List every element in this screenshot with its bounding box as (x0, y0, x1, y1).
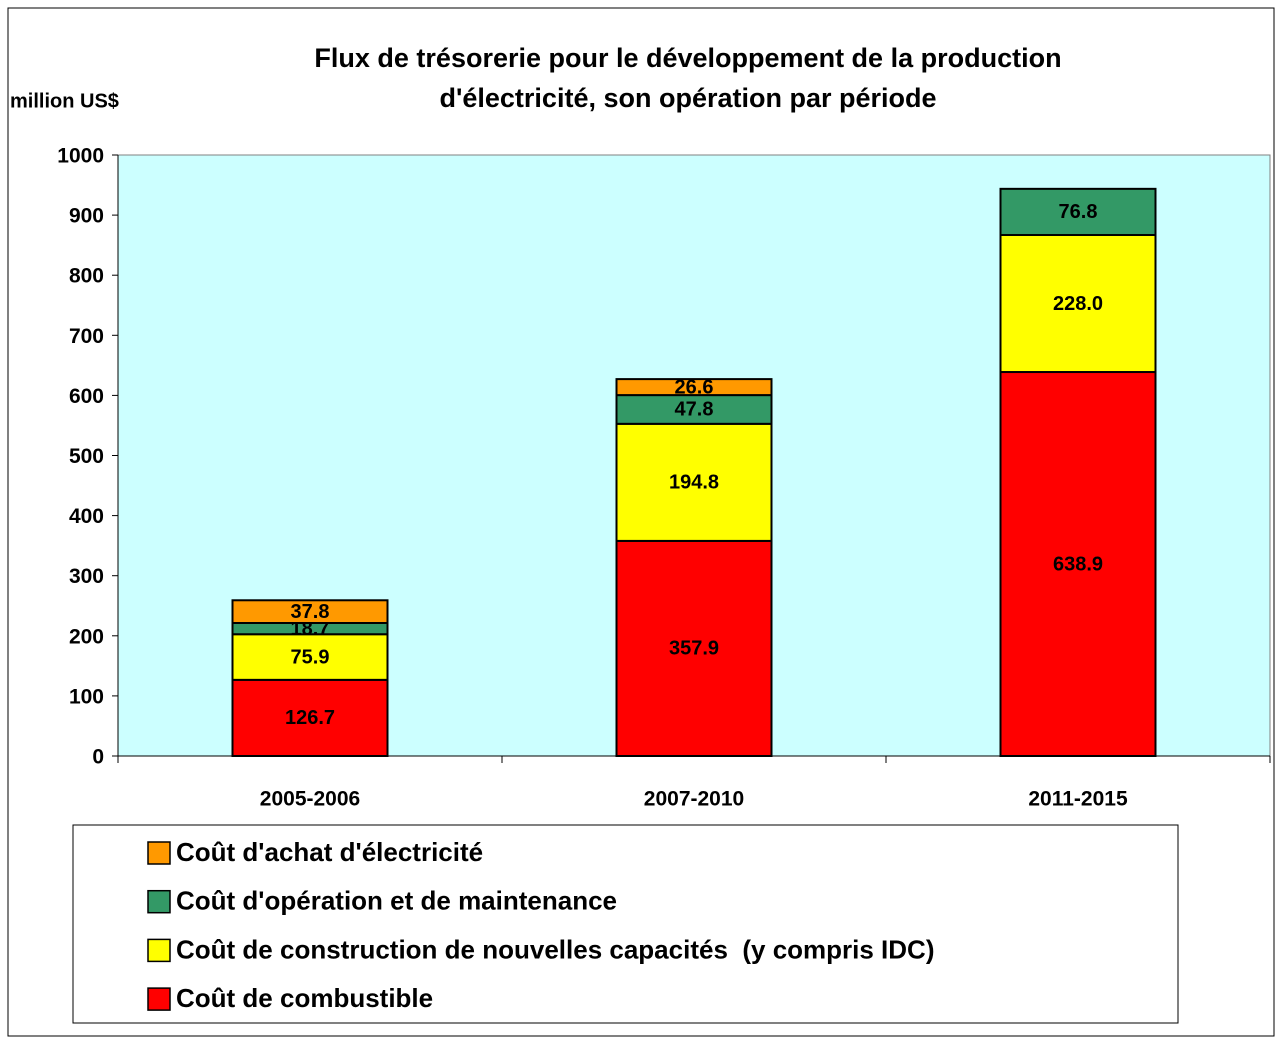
y-tick-label: 200 (69, 625, 104, 648)
bar-segment (231, 599, 389, 624)
y-tick-label: 600 (69, 385, 104, 408)
data-label: 75.9 (291, 646, 330, 668)
bar-segment (999, 187, 1157, 236)
legend-label: Coût de combustible (176, 983, 433, 1013)
x-tick-label: 2007-2010 (644, 788, 744, 811)
y-tick-label: 800 (69, 265, 104, 288)
chart-title: d'électricité, son opération par période (439, 83, 936, 113)
legend-label: Coût de construction de nouvelles capaci… (176, 934, 935, 964)
legend-label: Coût d'opération et de maintenance (176, 886, 617, 916)
data-label: 47.8 (675, 399, 714, 421)
bar-segment (999, 233, 1157, 374)
data-label: 76.8 (1059, 201, 1098, 223)
bar-segment (999, 371, 1157, 757)
data-label: 357.9 (669, 638, 719, 660)
legend-label: Coût d'achat d'électricité (176, 837, 483, 867)
bar-segment (615, 422, 773, 542)
bar-segment (231, 678, 389, 757)
data-label: 228.0 (1053, 293, 1103, 315)
data-label: 194.8 (669, 472, 719, 494)
y-tick-label: 1000 (57, 145, 104, 168)
legend-swatch (147, 841, 171, 865)
data-label: 126.7 (285, 707, 335, 729)
y-tick-label: 500 (69, 445, 104, 468)
y-tick-label: 0 (92, 746, 104, 769)
x-tick-label: 2011-2015 (1028, 788, 1128, 811)
data-label: 638.9 (1053, 553, 1103, 575)
y-tick-label: 700 (69, 325, 104, 348)
y-tick-label: 900 (69, 205, 104, 228)
x-tick-label: 2005-2006 (260, 788, 360, 811)
legend (72, 824, 1179, 1024)
chart-title: Flux de trésorerie pour le développement… (314, 43, 1061, 73)
bar-segment (231, 633, 389, 681)
legend-swatch (147, 987, 171, 1011)
bar-segment (615, 378, 773, 397)
legend-swatch (147, 938, 171, 963)
bar-segment (615, 539, 773, 757)
y-tick-label: 100 (69, 685, 104, 708)
data-label: 26.6 (675, 376, 714, 398)
data-label: 37.8 (291, 601, 330, 623)
y-axis-label: million US$ (10, 90, 119, 112)
y-tick-label: 300 (69, 565, 104, 588)
y-tick-label: 400 (69, 505, 104, 528)
legend-swatch (147, 889, 171, 914)
